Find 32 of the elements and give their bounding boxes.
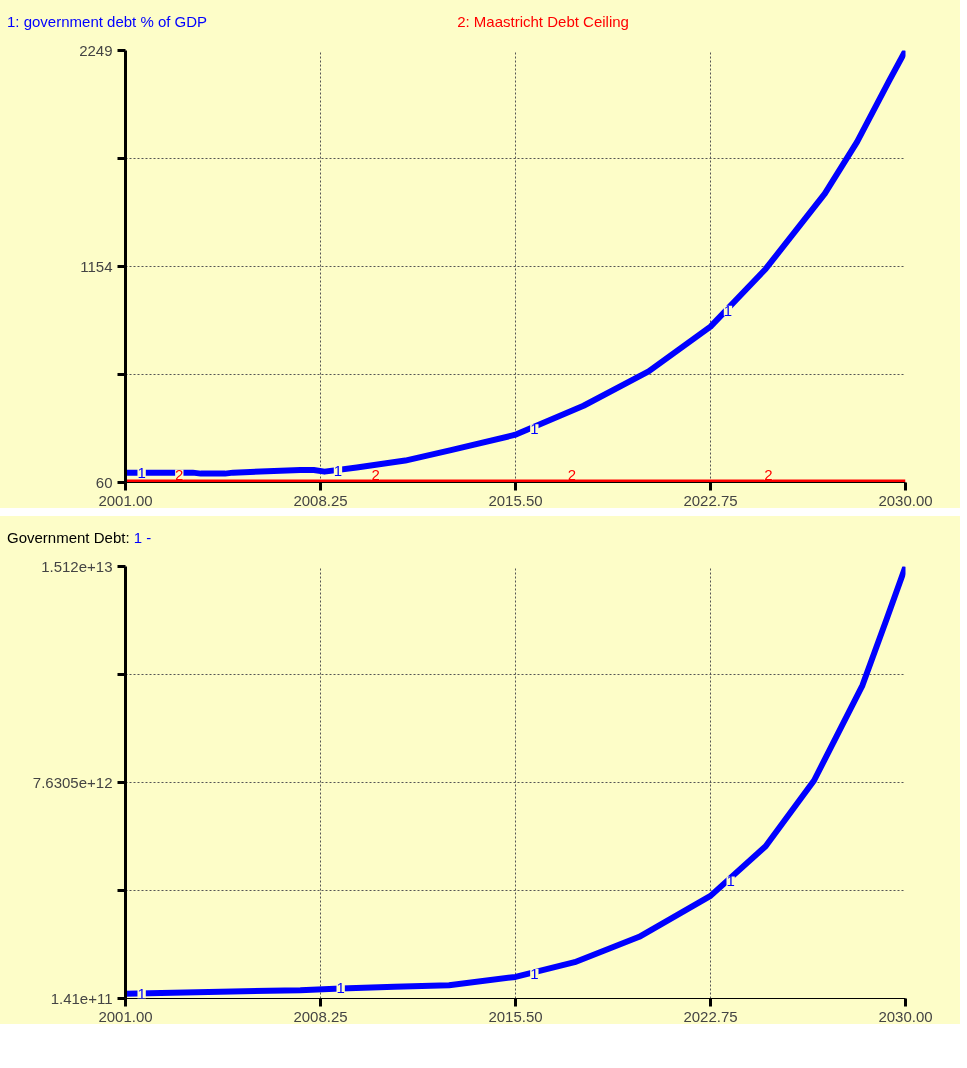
text: 1 -	[133, 529, 152, 546]
annotation: 2	[175, 465, 184, 483]
x-tick-label: 2022.75	[683, 1007, 738, 1025]
annotation: 1	[530, 964, 539, 982]
y-tick-label: 1.512e+13	[41, 557, 113, 575]
x-tick-label: 2030.00	[878, 1007, 933, 1025]
x-tick-label: 2030.00	[878, 491, 933, 509]
y-tick-label: 7.6305e+12	[32, 773, 113, 791]
chart-title: Government Debt:	[7, 529, 130, 546]
annotation: 1	[336, 979, 345, 997]
x-tick-label: 2001.00	[98, 1007, 153, 1025]
annotation: 1	[333, 461, 343, 479]
y-tick-label: 1.41e+11	[50, 989, 113, 1007]
x-tick-label: 2022.75	[683, 491, 738, 509]
annotation: 1	[137, 984, 146, 1002]
x-tick-label: 2008.25	[293, 1007, 348, 1025]
x-tick-label: 2001.00	[98, 491, 153, 509]
y-tick-label: 60	[95, 473, 113, 491]
annotation: 1	[530, 420, 539, 438]
annotation: 2	[764, 465, 773, 483]
x-tick-label: 2015.50	[488, 1007, 543, 1025]
text: 1: government debt % of GDP	[7, 13, 208, 30]
annotation: 1	[137, 463, 146, 481]
text: 2: Maastricht Debt Ceiling	[457, 13, 629, 30]
annotation: 2	[567, 465, 577, 483]
annotation: 2	[371, 465, 380, 483]
y-tick-label: 2249	[79, 41, 113, 59]
annotation: 1	[726, 872, 735, 890]
x-tick-label: 2008.25	[293, 491, 348, 509]
annotation: 1	[723, 301, 733, 319]
y-tick-label: 1154	[80, 257, 113, 275]
x-tick-label: 2015.50	[488, 491, 543, 509]
